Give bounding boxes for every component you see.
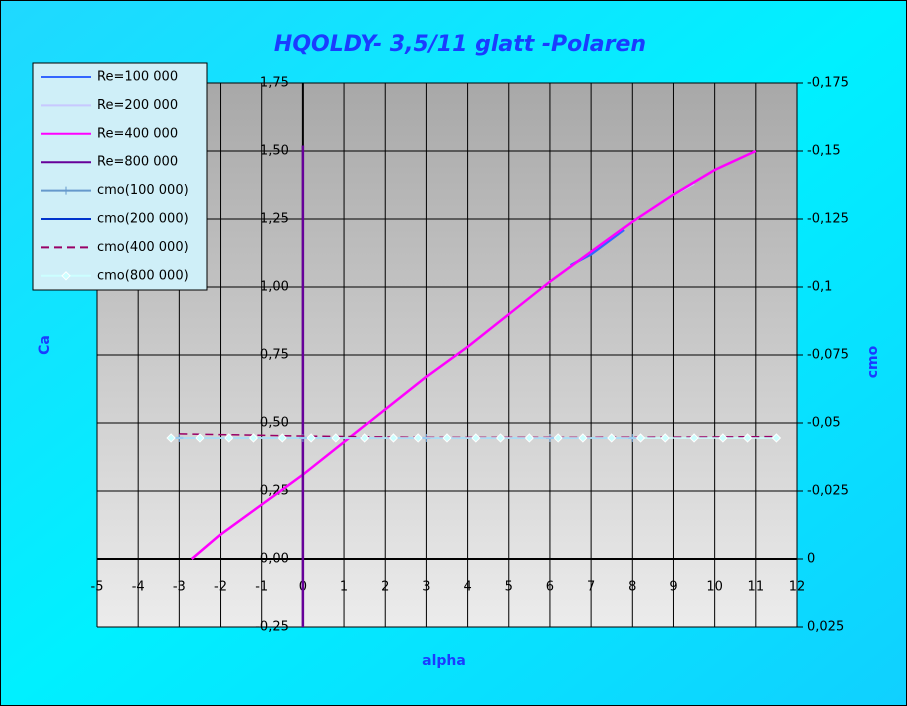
y2-tick-label: -0,1 bbox=[807, 280, 832, 295]
legend-label: cmo(800 000) bbox=[97, 268, 189, 283]
legend-label: cmo(100 000) bbox=[97, 183, 189, 198]
y-tick-label: 1,25 bbox=[260, 212, 289, 227]
y-tick-label: 0,50 bbox=[260, 416, 289, 431]
series-point bbox=[331, 433, 341, 443]
y2-tick-label: -0,025 bbox=[807, 484, 849, 499]
x-tick-label: 5 bbox=[505, 580, 513, 595]
legend-marker bbox=[61, 271, 71, 281]
x-tick-label: -3 bbox=[173, 580, 186, 595]
y-tick-label: 1,75 bbox=[260, 76, 289, 91]
x-tick-label: 7 bbox=[587, 580, 595, 595]
series-point bbox=[471, 433, 481, 443]
x-tick-label: -5 bbox=[91, 580, 104, 595]
x-tick-label: 9 bbox=[669, 580, 677, 595]
series-point bbox=[771, 433, 782, 443]
series-point bbox=[495, 433, 506, 443]
y2-tick-label: -0,175 bbox=[807, 76, 849, 91]
series-point bbox=[524, 433, 535, 443]
x-tick-label: 3 bbox=[422, 580, 430, 595]
series-point bbox=[277, 433, 288, 443]
legend-label: Re=400 000 bbox=[97, 126, 178, 141]
series-point bbox=[718, 433, 728, 443]
x-axis-title: alpha bbox=[422, 653, 466, 669]
series-point bbox=[442, 433, 452, 443]
y2-tick-label: 0,025 bbox=[807, 620, 844, 635]
chart-title: HQOLDY- 3,5/11 glatt -Polaren bbox=[274, 32, 646, 57]
y2-tick-label: -0,05 bbox=[807, 416, 841, 431]
y-tick-label: 0,25 bbox=[260, 484, 289, 499]
legend-label: Re=200 000 bbox=[97, 98, 178, 113]
series-point bbox=[388, 433, 399, 443]
series-point bbox=[224, 433, 234, 443]
series-point bbox=[660, 433, 670, 443]
series-point bbox=[635, 433, 646, 443]
series-point bbox=[248, 433, 259, 443]
x-tick-label: 2 bbox=[381, 580, 389, 595]
series-point bbox=[166, 433, 176, 443]
series-point bbox=[578, 433, 588, 443]
legend-label: Re=800 000 bbox=[97, 155, 178, 170]
y-tick-label: 1,00 bbox=[260, 280, 289, 295]
x-tick-label: -1 bbox=[255, 580, 268, 595]
series-point bbox=[359, 433, 370, 443]
x-tick-label: -2 bbox=[214, 580, 227, 595]
legend-label: cmo(200 000) bbox=[97, 212, 189, 227]
x-tick-label: 1 bbox=[340, 580, 348, 595]
legend-marker bbox=[62, 186, 70, 195]
series-point bbox=[553, 433, 563, 443]
legend-label: Re=100 000 bbox=[97, 70, 178, 85]
series-line bbox=[190, 149, 757, 560]
series-point bbox=[742, 433, 753, 443]
legend bbox=[32, 62, 208, 291]
x-tick-label: 6 bbox=[546, 580, 554, 595]
x-tick-label: 11 bbox=[748, 580, 765, 595]
series-point bbox=[195, 433, 205, 443]
x-tick-label: 8 bbox=[628, 580, 636, 595]
y2-tick-label: -0,125 bbox=[807, 212, 849, 227]
y-axis-title: Ca bbox=[37, 335, 53, 355]
y-tick-label: -0,25 bbox=[255, 620, 289, 635]
series-point bbox=[606, 433, 617, 443]
series-point bbox=[413, 433, 423, 443]
legend-label: cmo(400 000) bbox=[97, 240, 189, 255]
y2-axis-title: cmo bbox=[865, 345, 881, 378]
y-tick-label: 0,75 bbox=[260, 348, 289, 363]
y-tick-label: 1,50 bbox=[260, 144, 289, 159]
series-point bbox=[306, 433, 316, 443]
series-point bbox=[689, 433, 699, 443]
x-tick-label: 4 bbox=[463, 580, 471, 595]
y2-tick-label: -0,075 bbox=[807, 348, 849, 363]
x-tick-label: 10 bbox=[706, 580, 723, 595]
x-tick-label: -4 bbox=[132, 580, 145, 595]
y2-tick-label: -0,15 bbox=[807, 144, 841, 159]
y2-tick-label: 0 bbox=[807, 552, 815, 567]
